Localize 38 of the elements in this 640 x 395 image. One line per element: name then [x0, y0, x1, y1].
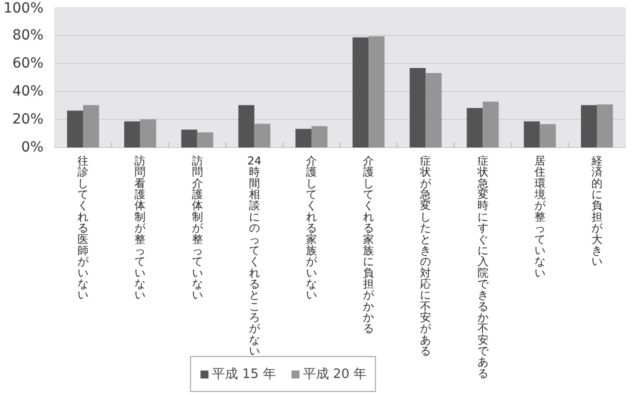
- category-label: 往診してくれる医師がいない: [78, 154, 89, 302]
- bar: [311, 126, 328, 148]
- y-tick-label: 80%: [12, 28, 44, 44]
- bar: [426, 73, 442, 148]
- bar: [596, 104, 613, 148]
- category-label: 症状急変時にすぐに入院できるか不安である: [477, 154, 488, 380]
- bar: [410, 68, 426, 148]
- y-tick-label: 60%: [12, 56, 44, 72]
- category-label: 症状が急変したときの対応に不安がある: [420, 154, 432, 358]
- bar: [540, 124, 556, 148]
- bar: [580, 105, 597, 148]
- y-tick-label: 0%: [21, 140, 44, 156]
- legend-label: 平成 15 年: [212, 366, 276, 383]
- bar: [524, 121, 540, 148]
- bar: [466, 108, 483, 148]
- category-label: 24時間相談にのってくれるところがない: [247, 154, 262, 358]
- bar: [197, 132, 214, 148]
- bar: [124, 121, 140, 148]
- bar: [352, 37, 369, 148]
- category-label: 経済的に負担が大きい: [591, 154, 602, 268]
- bar: [83, 105, 100, 148]
- bar: [238, 105, 254, 148]
- category-label: 介護してくれる家族がいない: [306, 154, 317, 302]
- bar: [482, 102, 499, 148]
- bar: [181, 130, 198, 148]
- bar: [140, 119, 156, 148]
- bar: [67, 110, 84, 148]
- category-label: 訪問看護体制が整っていない: [134, 154, 146, 302]
- y-tick-label: 100%: [3, 0, 44, 16]
- bar: [295, 128, 312, 148]
- bar: [254, 124, 270, 148]
- category-label: 介護してくれる家族に負担がかかる: [363, 154, 374, 336]
- legend-label: 平成 20 年: [302, 366, 367, 383]
- y-tick-label: 40%: [12, 84, 44, 100]
- bar: [368, 36, 385, 148]
- y-tick-label: 20%: [12, 112, 44, 128]
- category-label: 居住環境が整っていない: [534, 154, 546, 280]
- category-label: 訪問介護体制が整っていない: [192, 154, 203, 302]
